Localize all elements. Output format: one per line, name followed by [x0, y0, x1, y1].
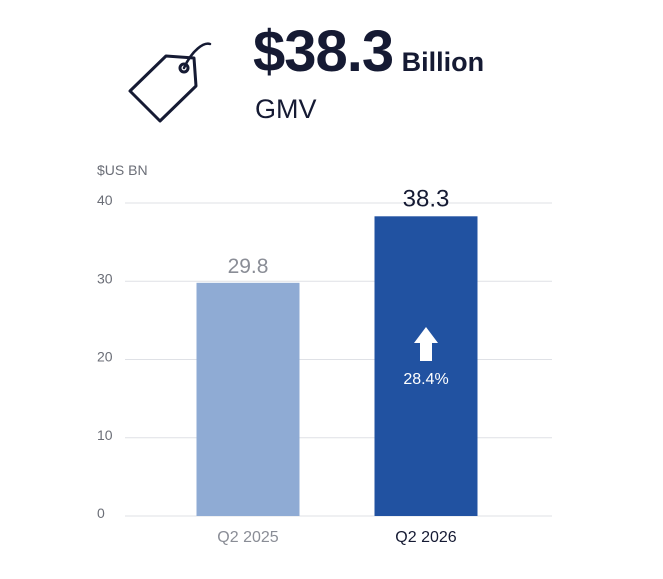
headline-unit: Billion — [401, 47, 485, 77]
bar-value-label: 38.3 — [403, 185, 450, 212]
header: $38.3 Billion GMV — [0, 0, 663, 140]
y-unit-label: $US BN — [97, 162, 148, 178]
y-tick-label: 10 — [97, 427, 113, 443]
headline: $38.3 Billion — [253, 18, 484, 85]
metric-label: GMV — [255, 94, 317, 124]
bar-q2-2026 — [374, 216, 478, 517]
y-tick-label: 30 — [97, 270, 113, 286]
up-arrow-icon — [414, 327, 438, 361]
x-category-label: Q2 2026 — [395, 529, 456, 546]
price-tag-icon — [128, 42, 212, 123]
y-tick-label: 40 — [97, 192, 113, 208]
headline-value: $38.3 — [253, 19, 394, 84]
y-tick-label: 0 — [97, 505, 105, 521]
growth-percentage: 28.4% — [403, 371, 448, 388]
bar-value-label: 29.8 — [228, 255, 269, 278]
y-tick-label: 20 — [97, 349, 113, 365]
x-category-label: Q2 2025 — [217, 529, 278, 546]
bar-q2-2025 — [196, 282, 300, 516]
